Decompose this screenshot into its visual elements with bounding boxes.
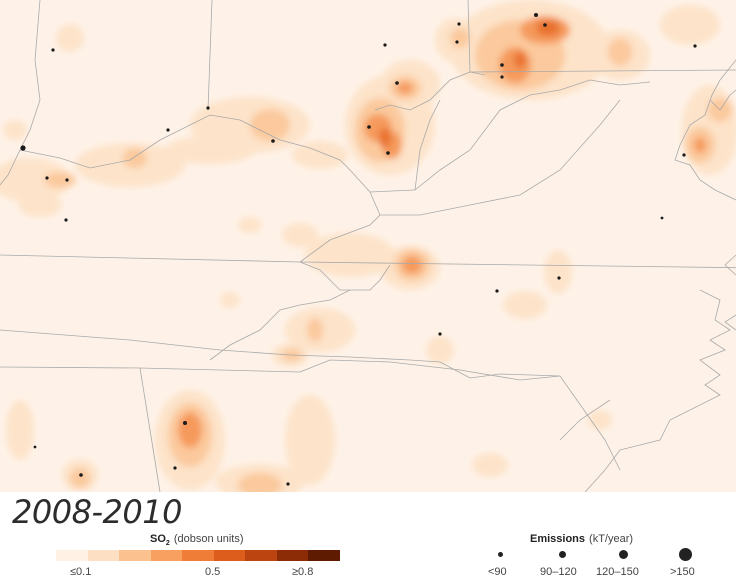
plant-dot [183,421,187,425]
plant-dot [386,151,390,155]
plant-dot [79,473,83,477]
so2-legend-title: SO2 (dobson units) [150,533,244,547]
so2-swatch-8 [276,550,308,561]
plant-dot [543,23,547,27]
plant-dot [457,22,461,26]
plant-dot [33,445,37,449]
emissions-dot-large [619,550,628,559]
so2-units: (dobson units) [173,533,244,545]
coastline [584,59,736,492]
so2-swatch-4 [150,550,182,561]
emissions-units: (kT/year) [589,533,634,545]
plant-dot [500,63,504,67]
plant-dot [271,139,275,143]
plant-dot [495,289,499,293]
so2-swatch-2 [87,550,119,561]
plant-dot [395,81,399,85]
plant-dot [693,44,697,48]
so2-legend: SO2 (dobson units) ≤0.1 0.5 ≥0.8 [56,533,340,583]
emissions-dot-medium [559,551,566,558]
period-label: 2008-2010 [12,493,182,531]
plant-dot [682,153,686,157]
plant-dot [166,128,170,132]
so2-concentration-layer [0,0,736,492]
so2-symbol: SO2 [150,533,170,548]
plant-dot [367,125,371,129]
plant-dot [20,145,26,151]
plant-dot [286,482,290,486]
emissions-class-1: <90 [488,566,507,578]
plant-dot [173,466,177,470]
so2-tick-low: ≤0.1 [70,566,92,578]
so2-tick-high: ≥0.8 [292,566,314,578]
plant-dot [65,178,69,182]
so2-tick-mid: 0.5 [205,566,221,578]
so2-swatch-9 [308,550,340,561]
emissions-legend-title: Emissions (kT/year) [530,533,634,545]
plant-dot [438,332,442,336]
so2-swatch-5 [182,550,214,561]
emissions-class-2: 90–120 [540,566,577,578]
plant-dot [557,276,561,280]
power-plant-markers [20,13,697,486]
plant-dot [455,40,459,44]
emissions-dot-small [498,552,503,557]
so2-color-scale [56,550,340,561]
so2-map [0,0,736,492]
emissions-class-4: >150 [670,566,695,578]
plant-dot [206,106,210,110]
emissions-legend: Emissions (kT/year) <90 90–120 120–150 >1… [484,533,724,583]
so2-swatch-1 [56,550,88,561]
emissions-class-3: 120–150 [596,566,639,578]
so2-swatch-7 [245,550,277,561]
so2-swatch-3 [119,550,151,561]
plant-dot [660,216,664,220]
emissions-dot-xlarge [679,548,692,561]
state-borders [0,0,736,492]
plant-dot [64,218,68,222]
plant-dot [534,13,538,17]
plant-dot [45,176,49,180]
plant-dot [383,43,387,47]
plant-dot [500,75,504,79]
plant-dot [51,48,55,52]
so2-swatch-6 [213,550,245,561]
